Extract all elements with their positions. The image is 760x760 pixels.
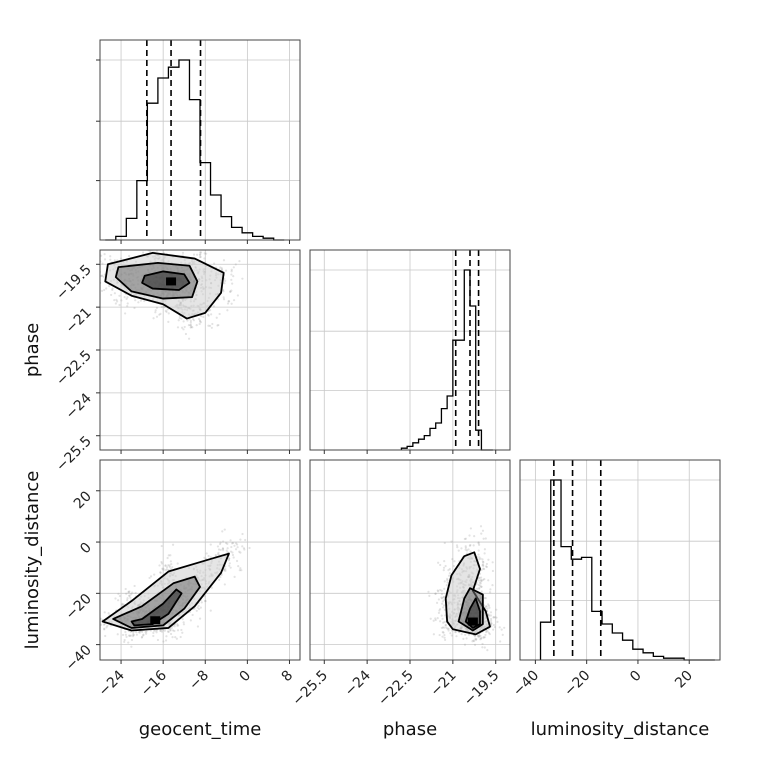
tick-label: 0 <box>237 668 255 686</box>
x-axis-label-phase: phase <box>383 719 437 740</box>
tick-label: −19.5 <box>461 668 503 710</box>
tick-label: −22.5 <box>375 668 417 710</box>
tick-label: −40 <box>510 668 542 700</box>
tick-label: −25.5 <box>289 668 331 710</box>
histogram-step-luminosity_distance <box>539 479 715 661</box>
tick-label: 8 <box>279 668 297 686</box>
panel-luminosity_distance-vs-luminosity_distance <box>519 459 721 664</box>
y-axis-label-luminosity_distance: luminosity_distance <box>22 471 43 650</box>
panel-geocent_time-vs-geocent_time <box>96 39 301 244</box>
panel-frame <box>99 39 301 241</box>
panel-geocent_time-vs-luminosity_distance <box>96 459 301 664</box>
density-peak <box>150 616 161 625</box>
panel-geocent_time-vs-phase <box>96 249 301 454</box>
tick-label: −24 <box>342 667 374 699</box>
panel-frame <box>519 459 721 661</box>
tick-label: 0 <box>77 540 95 558</box>
tick-label: −25.5 <box>53 433 95 475</box>
tick-label: −21 <box>63 305 95 337</box>
density-peak <box>166 277 177 286</box>
density-contour <box>130 588 183 627</box>
tick-label: −24 <box>63 390 95 422</box>
y-axis-label-phase: phase <box>22 323 43 377</box>
x-axis-label-luminosity_distance: luminosity_distance <box>531 719 710 740</box>
tick-label: −8 <box>186 668 212 694</box>
tick-label: −20 <box>561 668 593 700</box>
x-axis-label-geocent_time: geocent_time <box>139 719 262 740</box>
panel-phase-vs-phase <box>309 249 511 454</box>
tick-label: −22.5 <box>53 348 95 390</box>
histogram-step-phase <box>400 269 493 451</box>
tick-label: −40 <box>63 642 95 674</box>
panel-frame <box>99 459 301 661</box>
tick-label: −16 <box>138 667 170 699</box>
tick-label: 0 <box>627 668 645 686</box>
tick-label: −21 <box>427 668 459 700</box>
density-contour <box>141 270 191 291</box>
tick-label: 20 <box>71 488 95 512</box>
density-peak <box>467 617 478 626</box>
panel-phase-vs-luminosity_distance <box>309 459 511 664</box>
tick-label: −20 <box>63 591 95 623</box>
density-contour <box>112 575 201 629</box>
tick-label: −19.5 <box>53 262 95 304</box>
tick-label: 20 <box>672 668 696 692</box>
tick-label: −24 <box>96 667 128 699</box>
histogram-step-geocent_time <box>105 59 285 241</box>
